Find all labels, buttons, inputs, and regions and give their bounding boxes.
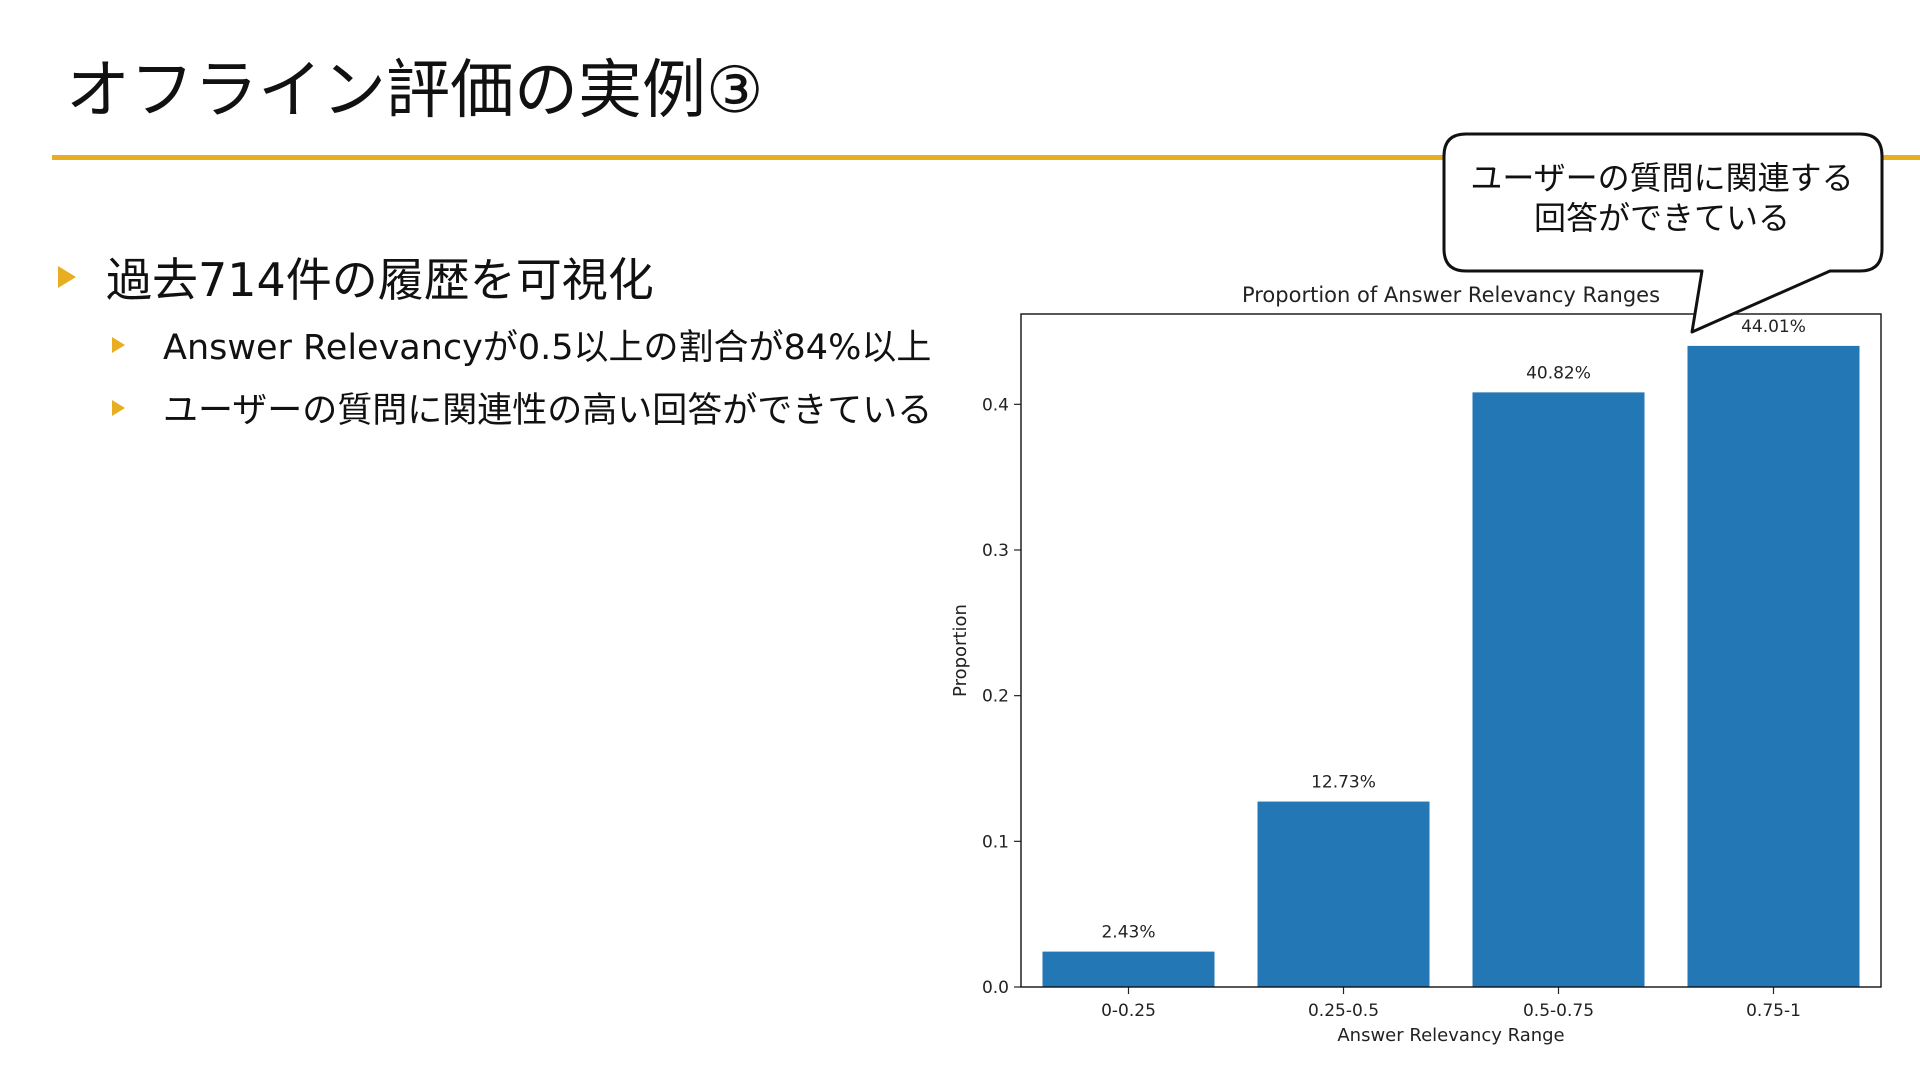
y-tick-label: 0.4 (982, 395, 1009, 415)
title-underline (52, 155, 1920, 160)
chart-layer: Proportion of Answer Relevancy Ranges 2.4… (950, 283, 1882, 1046)
bullet-main: 過去714件の履歴を可視化 (58, 244, 654, 310)
bar (1472, 392, 1645, 988)
bullet-triangle-icon (112, 336, 125, 353)
x-tick-label: 0.5-0.75 (1523, 1001, 1594, 1021)
bullet-main-text: 過去714件の履歴を可視化 (106, 253, 654, 307)
bullet-sub-2: ユーザーの質問に関連性の高い回答ができている (112, 382, 932, 433)
y-tick-label: 0.1 (982, 832, 1009, 852)
x-tick-label: 0-0.25 (1101, 1001, 1156, 1021)
x-tick-label: 0.75-1 (1746, 1001, 1801, 1021)
y-axis-label: Proportion (950, 604, 971, 697)
callout-line-1: ユーザーの質問に関連する (1470, 159, 1854, 197)
bar (1257, 801, 1430, 987)
x-tick-label: 0.25-0.5 (1308, 1001, 1379, 1021)
bullet-triangle-icon (112, 399, 125, 416)
bar-data-label: 44.01% (1741, 317, 1806, 337)
y-tick-label: 0.3 (982, 541, 1009, 561)
chart-title: Proportion of Answer Relevancy Ranges (1242, 283, 1660, 307)
callout-shape (1442, 132, 1884, 334)
callout-bubble (1442, 132, 1884, 334)
bar-data-label: 2.43% (1101, 923, 1155, 943)
callout-text: ユーザーの質問に関連する 回答ができている (1446, 158, 1878, 238)
bullet-sub-1: Answer Relevancyが0.5以上の割合が84%以上 (112, 319, 931, 370)
bar-data-label: 12.73% (1311, 773, 1376, 793)
bar-data-label: 40.82% (1526, 363, 1591, 383)
bullet-sub-1-text: Answer Relevancyが0.5以上の割合が84%以上 (163, 328, 932, 368)
callout-line-2: 回答ができている (1533, 199, 1790, 237)
y-tick-label: 0.2 (982, 687, 1009, 707)
bullet-sub-2-text: ユーザーの質問に関連性の高い回答ができている (163, 391, 933, 431)
plot-frame (1020, 313, 1882, 988)
x-axis-label: Answer Relevancy Range (1337, 1025, 1564, 1046)
bullet-triangle-icon (58, 266, 76, 288)
slide-title: オフライン評価の実例③ (66, 54, 764, 128)
bar (1042, 951, 1215, 987)
y-tick-label: 0.0 (982, 978, 1009, 998)
bar (1687, 345, 1860, 987)
